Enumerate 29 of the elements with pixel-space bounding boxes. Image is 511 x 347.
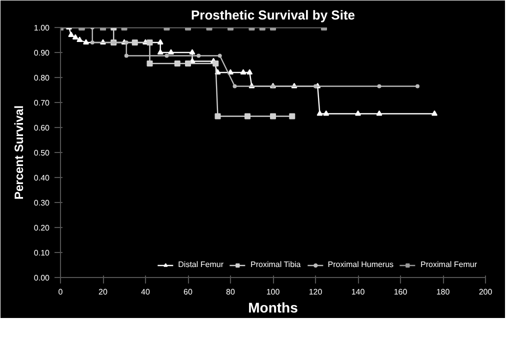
y-tick-label: 0.90 — [34, 48, 50, 58]
legend-label: Proximal Femur — [420, 260, 477, 269]
y-tick-label: 0.80 — [34, 74, 50, 82]
x-tick-label: 160 — [394, 288, 408, 296]
x-tick-label: 20 — [98, 288, 108, 296]
y-tick-label: 0.10 — [34, 248, 50, 258]
chart-title: Prosthetic Survival by Site — [191, 8, 356, 22]
y-tick-label: 1.00 — [34, 24, 50, 32]
y-tick-label: 0.70 — [34, 98, 50, 108]
y-tick-label: 0.30 — [34, 198, 50, 208]
legend-label: Proximal Tibia — [250, 260, 301, 269]
x-tick-label: 40 — [141, 288, 150, 296]
x-tick-label: 140 — [351, 288, 366, 296]
x-axis-title: Months — [248, 300, 298, 316]
y-tick-label: 0.40 — [34, 174, 50, 182]
legend-label: Proximal Humerus — [328, 260, 394, 269]
x-tick-label: 120 — [308, 288, 323, 296]
y-tick-label: 0.20 — [34, 224, 50, 232]
y-tick-label: 0.50 — [34, 148, 50, 158]
x-tick-label: 180 — [436, 288, 450, 296]
x-tick-label: 0 — [58, 288, 64, 296]
x-tick-label: 100 — [266, 288, 280, 296]
x-tick-label: 200 — [478, 288, 493, 296]
y-tick-label: 0.60 — [34, 124, 50, 132]
x-tick-label: 60 — [184, 288, 193, 296]
y-axis-title: Percent Survival — [12, 105, 26, 200]
legend-label: Distal Femur — [178, 260, 224, 269]
x-tick-label: 80 — [226, 288, 236, 296]
y-tick-label: 0.00 — [34, 274, 50, 282]
